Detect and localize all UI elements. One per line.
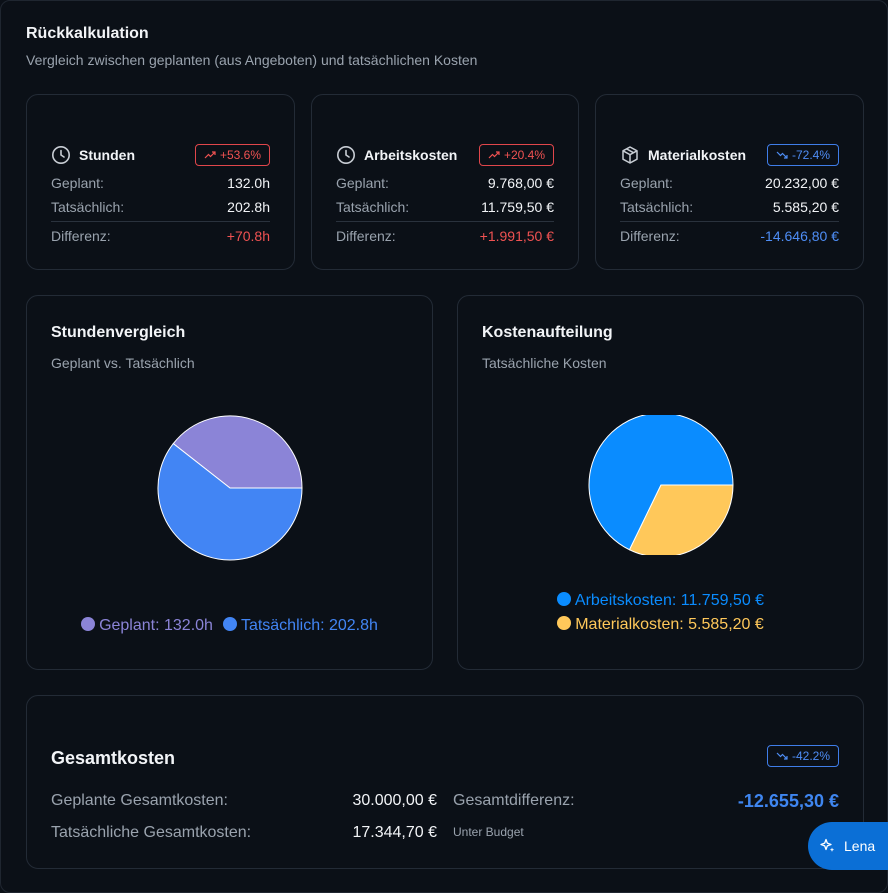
- actual-total-value: 17.344,70 €: [352, 824, 437, 841]
- actual-value: 202.8h: [227, 199, 270, 215]
- cost-pie-chart: [588, 415, 734, 555]
- diff-value: +1.991,50 €: [479, 228, 554, 244]
- legend-dot: [556, 592, 571, 606]
- planned-value: 9.768,00 €: [487, 175, 554, 191]
- legend-dot: [81, 617, 96, 631]
- actual-label: Tatsächlich:: [51, 199, 125, 215]
- total-title: Gesamtkosten: [51, 748, 176, 768]
- chart-title: Stundenvergleich: [51, 324, 186, 341]
- trend-badge: -42.2%: [766, 745, 839, 767]
- diff-label: Differenz:: [620, 228, 680, 244]
- package-icon: [620, 145, 640, 165]
- clock-icon: [51, 145, 71, 165]
- budget-note: Unter Budget: [453, 825, 524, 839]
- pie-slice-1[interactable]: [157, 442, 303, 561]
- trend-up-icon: [204, 151, 216, 159]
- chart-subtitle: Tatsächliche Kosten: [482, 355, 607, 371]
- actual-total-label: Tatsächliche Gesamtkosten:: [51, 824, 252, 841]
- legend-item-1[interactable]: Tatsächlich: 202.8h: [222, 617, 378, 635]
- pie-slice-0[interactable]: [588, 415, 734, 551]
- legend-dot: [222, 617, 237, 631]
- planned-value: 20.232,00 €: [765, 175, 839, 191]
- diff-label: Differenz:: [336, 228, 396, 244]
- pie-slice-0[interactable]: [172, 415, 303, 489]
- trend-up-icon: [488, 151, 500, 159]
- total-cost-card: Gesamtkosten -42.2% Geplante Gesamtkoste…: [26, 695, 864, 869]
- kpi-label: Materialkosten: [648, 147, 747, 163]
- hours-pie-chart: [157, 415, 303, 561]
- planned-label: Geplant:: [51, 175, 104, 191]
- clock-icon: [336, 145, 356, 165]
- actual-value: 5.585,20 €: [772, 199, 839, 215]
- chart-legend: Geplant: 132.0h Tatsächlich: 202.8h: [27, 617, 432, 635]
- actual-value: 11.759,50 €: [481, 199, 554, 215]
- legend-label: Tatsächlich: 202.8h: [240, 617, 378, 634]
- sparkle-icon: [820, 838, 836, 854]
- chart-title: Kostenaufteilung: [482, 324, 613, 341]
- page-title: Rückkalkulation: [26, 25, 149, 42]
- kpi-label: Stunden: [79, 147, 135, 163]
- kpi-card-labor-cost: Arbeitskosten +20.4% Geplant: 9.768,00 € …: [311, 94, 579, 270]
- assistant-label: Lena: [844, 838, 876, 854]
- divider: [620, 221, 839, 222]
- badge-value: +53.6%: [219, 148, 261, 162]
- planned-total-label: Geplante Gesamtkosten:: [51, 792, 228, 809]
- total-diff-value: -12.655,30 €: [737, 791, 839, 811]
- kpi-label: Arbeitskosten: [364, 147, 458, 163]
- planned-total-value: 30.000,00 €: [352, 792, 437, 809]
- divider: [336, 221, 554, 222]
- diff-label: Differenz:: [51, 228, 111, 244]
- legend-dot: [557, 616, 572, 630]
- chart-legend: Arbeitskosten: 11.759,50 € Materialkosten…: [458, 592, 863, 634]
- kpi-card-material-cost: Materialkosten -72.4% Geplant: 20.232,00 …: [595, 94, 864, 270]
- trend-badge: +53.6%: [194, 144, 270, 166]
- pie-slice-1[interactable]: [628, 484, 734, 555]
- actual-label: Tatsächlich:: [620, 199, 694, 215]
- diff-value: +70.8h: [226, 228, 270, 244]
- trend-down-icon: [776, 151, 788, 159]
- diff-value: -14.646,80 €: [760, 228, 839, 244]
- badge-value: -42.2%: [791, 749, 830, 763]
- badge-value: -72.4%: [791, 148, 830, 162]
- kpi-card-hours: Stunden +53.6% Geplant: 132.0h Tatsächlic…: [26, 94, 295, 270]
- legend-label: Geplant: 132.0h: [99, 617, 213, 634]
- planned-label: Geplant:: [336, 175, 389, 191]
- actual-label: Tatsächlich:: [336, 199, 410, 215]
- trend-down-icon: [776, 752, 788, 760]
- planned-value: 132.0h: [227, 175, 270, 191]
- chart-subtitle: Geplant vs. Tatsächlich: [51, 355, 195, 371]
- trend-badge: +20.4%: [478, 144, 554, 166]
- total-diff-label: Gesamtdifferenz:: [453, 792, 575, 809]
- legend-label: Materialkosten: 5.585,20 €: [575, 616, 764, 633]
- planned-label: Geplant:: [620, 175, 673, 191]
- legend-label: Arbeitskosten: 11.759,50 €: [574, 592, 765, 609]
- legend-item-1[interactable]: Materialkosten: 5.585,20 €: [557, 616, 764, 634]
- divider: [51, 221, 270, 222]
- chart-card-hours: Stundenvergleich Geplant vs. Tatsächlich…: [26, 295, 433, 670]
- page-subtitle: Vergleich zwischen geplanten (aus Angebo…: [26, 52, 478, 68]
- legend-item-0[interactable]: Arbeitskosten: 11.759,50 €: [556, 592, 765, 610]
- chart-card-costs: Kostenaufteilung Tatsächliche Kosten Arb…: [457, 295, 864, 670]
- assistant-button[interactable]: Lena: [808, 822, 888, 870]
- trend-badge: -72.4%: [766, 144, 839, 166]
- legend-item-0[interactable]: Geplant: 132.0h: [81, 617, 213, 635]
- badge-value: +20.4%: [503, 148, 545, 162]
